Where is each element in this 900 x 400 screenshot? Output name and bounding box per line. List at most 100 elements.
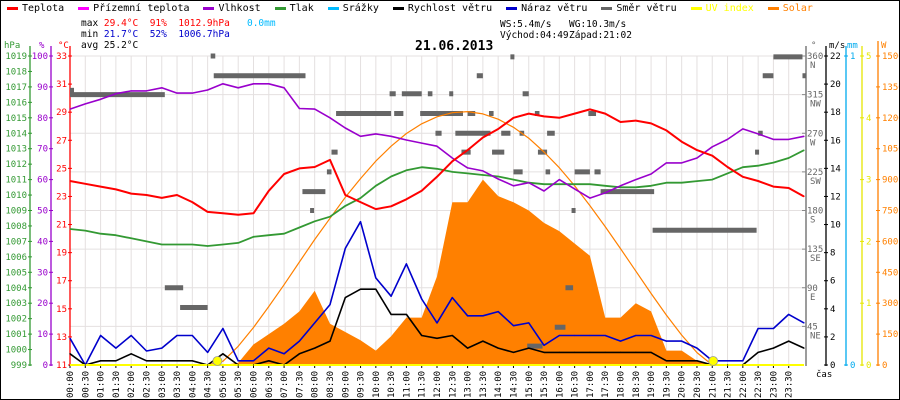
temperature-point: [772, 186, 775, 188]
pressure-tick-label: 1001: [5, 330, 27, 340]
pressure-point: [665, 182, 667, 184]
wind-gust-point: [696, 347, 698, 349]
time-tick-label: 22:00: [739, 371, 749, 398]
solar-tick-label: 0: [882, 361, 887, 371]
legend-swatch: [78, 7, 90, 10]
wind-direction-mark: [213, 73, 306, 79]
min-temp: 21.7°C: [103, 29, 139, 40]
humidity-point: [665, 162, 667, 164]
pressure-tick-label: 1011: [5, 176, 27, 186]
legend-swatch: [601, 7, 613, 10]
wind-gust-point: [176, 334, 178, 337]
min-humidity: 52%: [149, 29, 167, 40]
pressure-point: [726, 172, 729, 175]
pressure-point: [84, 229, 86, 232]
time-tick-label: 13:30: [479, 371, 489, 398]
pressure-point: [161, 243, 163, 246]
time-tick-label: 21:00: [708, 371, 718, 398]
uv-tick-label: 1: [866, 299, 871, 309]
wind-speed-point: [222, 353, 224, 355]
temperature-point: [482, 136, 484, 139]
wind-speed-point: [252, 364, 255, 366]
pressure-tick-label: 1006: [5, 253, 27, 263]
temperature-point: [436, 176, 438, 178]
temperature-tick-label: 19: [56, 249, 67, 259]
uv-tick-label: 2: [866, 237, 871, 247]
humidity-point: [497, 178, 499, 180]
legend-item-1: Přízemní teplota: [78, 3, 189, 14]
wind-speed-point: [665, 360, 667, 362]
wind-direction-mark: [594, 169, 601, 175]
wind-direction-mark: [501, 130, 511, 136]
pressure-point: [298, 226, 300, 229]
pressure-tick-label: 1003: [5, 299, 27, 309]
humidity-point: [788, 138, 790, 141]
pressure-point: [757, 165, 759, 167]
wind-direction-mark: [180, 304, 208, 310]
temperature-point: [298, 167, 300, 169]
x-axis-label: čas: [816, 369, 832, 380]
stats-max-row: max 29.4°C 91% 1012.9hPa 0.0mm: [81, 18, 276, 29]
temperature-point: [681, 141, 683, 143]
humidity-point: [268, 83, 270, 85]
legend-item-0: Teplota: [7, 3, 64, 14]
time-tick-label: 05:30: [234, 371, 244, 398]
wind-speed-point: [619, 351, 622, 353]
solar-tick-label: 1350: [882, 83, 900, 93]
wind-speed-point: [283, 364, 285, 366]
pressure-point: [772, 162, 775, 164]
direction-tick-label: 45: [807, 322, 818, 332]
wind-speed-point: [757, 351, 759, 353]
legend-swatch: [506, 7, 518, 10]
temperature-point: [711, 155, 713, 157]
temperature-point: [222, 212, 224, 214]
time-tick-label: 23:00: [769, 371, 779, 398]
humidity-point: [69, 108, 71, 110]
solar-unit-label: W: [881, 41, 887, 51]
time-tick-label: 15:00: [525, 371, 535, 398]
wind-gust-point: [650, 334, 652, 337]
humidity-point: [436, 145, 438, 147]
wind-gust-point: [803, 322, 805, 324]
wind-speed-point: [329, 340, 331, 342]
wind-gust-point: [405, 263, 408, 265]
pressure-point: [207, 245, 209, 247]
wind-speed-point: [359, 288, 362, 290]
pressure-point: [115, 234, 117, 236]
time-tick-label: 04:00: [188, 371, 198, 398]
wind-tick-label: 2: [830, 333, 835, 343]
direction-tick-label: 315: [807, 91, 823, 101]
wind-direction-mark: [513, 169, 523, 175]
pressure-unit-label: hPa: [4, 41, 20, 51]
time-tick-label: 12:00: [433, 371, 443, 398]
wind-tick-label: 18: [830, 108, 841, 118]
wind-speed-point: [589, 351, 591, 353]
temperature-tick-label: 23: [56, 192, 67, 202]
rain-unit-label: mm: [847, 41, 858, 51]
time-tick-label: 06:30: [265, 371, 275, 398]
temperature-point: [512, 117, 515, 119]
humidity-point: [344, 127, 346, 129]
legend-swatch: [203, 7, 215, 10]
wind-gust-point: [130, 334, 132, 337]
legend-item-3: Tlak: [274, 3, 314, 14]
wind-direction-mark: [302, 189, 326, 195]
time-tick-label: 19:30: [662, 371, 672, 398]
rain-tick-label: 1: [850, 52, 855, 62]
wind-gust-point: [726, 360, 729, 362]
wind-gust-point: [466, 315, 469, 317]
temperature-point: [115, 188, 117, 191]
humidity-point: [375, 133, 377, 135]
sunrise-marker: [212, 356, 223, 366]
legend-item-7: Směr větru: [601, 3, 677, 14]
temperature-point: [528, 112, 530, 115]
solar-tick-label: 300: [882, 299, 898, 309]
legend-swatch: [767, 7, 779, 10]
wind-gust-point: [222, 327, 224, 330]
pressure-tick-label: 1017: [5, 83, 27, 93]
wind-gust-point: [421, 298, 423, 300]
direction-tick-label: 225: [807, 168, 823, 178]
wind-direction-mark: [527, 343, 543, 349]
time-tick-label: 06:00: [250, 371, 260, 398]
wind-speed-point: [344, 296, 346, 299]
